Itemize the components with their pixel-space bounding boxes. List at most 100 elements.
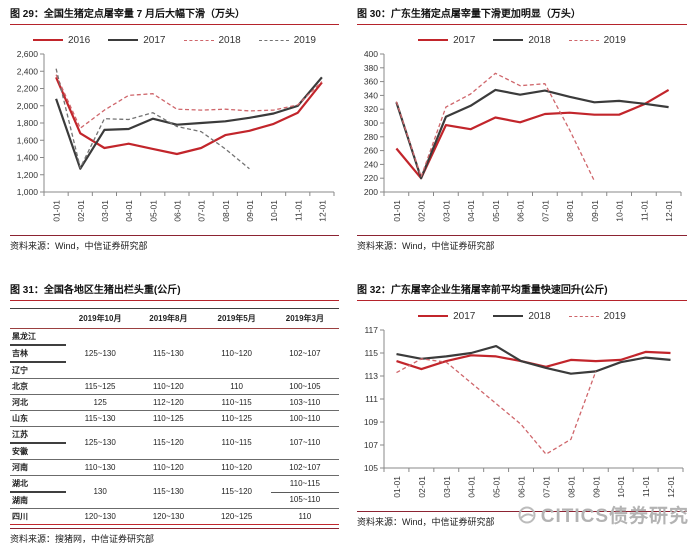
solid-line-sample-icon: [108, 39, 139, 41]
y-tick-label: 117: [364, 326, 378, 335]
y-tick-label: 360: [364, 77, 378, 87]
province-cell: 湖北: [10, 475, 66, 493]
legend-item-2016: 2016: [33, 35, 90, 46]
solid-line-sample-icon: [493, 39, 524, 41]
value-cell: 115~125: [66, 378, 135, 395]
solid-line-sample-icon: [493, 315, 524, 317]
province-cell: 湖南: [10, 492, 66, 509]
corner-cell: [10, 308, 66, 329]
x-tick-label: 11-01: [639, 200, 649, 221]
y-tick-label: 320: [364, 104, 378, 114]
y-tick-label: 1,600: [17, 135, 39, 145]
value-cell: 110~120: [202, 328, 271, 379]
table-row: 吉林: [10, 345, 339, 363]
y-tick-label: 220: [364, 173, 378, 183]
figure-31-panel: 图 31：全国各地区生猪出栏头重(公斤) 2019年10月 2019年8月 20…: [0, 268, 347, 544]
x-tick-label: 05-01: [492, 476, 502, 498]
col-header: 2019年5月: [202, 308, 271, 329]
x-tick-label: 12-01: [666, 476, 676, 498]
value-cell: 125: [66, 394, 135, 411]
value-cell: 100~105: [270, 378, 339, 395]
value-cell: 103~110: [270, 394, 339, 411]
x-tick-label: 06-01: [517, 476, 527, 498]
x-tick-label: 02-01: [417, 476, 427, 498]
y-tick-label: 109: [364, 417, 378, 427]
figure-29-title: 图 29：全国生猪定点屠宰量 7 月后大幅下滑（万头）: [10, 8, 339, 25]
figure-30-title: 图 30：广东生猪定点屠宰量下滑更加明显（万头）: [357, 8, 687, 25]
x-tick-label: 06-01: [172, 200, 182, 222]
province-cell: 四川: [10, 508, 66, 525]
value-cell: 100~110: [270, 410, 339, 427]
series-line-2017: [55, 76, 323, 170]
y-tick-label: 1,200: [17, 170, 39, 180]
value-cell: 110~125: [202, 410, 271, 427]
value-cell: 120~130: [66, 508, 135, 525]
table-row: 北京 115~125 110~120 110 100~105: [10, 378, 339, 395]
value-cell: 110~115: [202, 394, 271, 411]
value-cell: 110~115: [270, 475, 339, 493]
x-tick-label: 01-01: [392, 476, 402, 498]
y-tick-label: 107: [364, 440, 378, 450]
value-cell: 110~120: [134, 378, 203, 395]
figure-32-panel: 图 32：广东屠宰企业生猪屠宰前平均重量快速回升(公斤) 2017 2018 201…: [347, 268, 695, 544]
solid-line-sample-icon: [33, 39, 63, 41]
legend-item-2019: 2019: [568, 34, 626, 46]
x-tick-label: 09-01: [590, 200, 600, 222]
x-tick-label: 06-01: [516, 200, 526, 222]
y-tick-label: 113: [364, 371, 378, 381]
legend-label: 2019: [603, 310, 626, 322]
series-line-2019: [55, 68, 250, 170]
x-tick-label: 08-01: [565, 200, 575, 222]
province-cell: 山东: [10, 410, 66, 427]
line-chart-guangdong-avg-weight: 105 107 109 111 113 115 117 01-01 02-01 03-01 04-0…: [364, 326, 684, 498]
x-tick-label: 08-01: [566, 476, 576, 498]
col-header: 2019年3月: [270, 308, 339, 329]
province-cell: 河北: [10, 394, 66, 411]
y-tick-label: 1,000: [17, 187, 39, 197]
figure-32-source: 资料来源：Wind，中信证券研究部: [357, 511, 687, 528]
value-cell: 110~130: [66, 459, 135, 476]
value-cell: 130: [66, 475, 135, 509]
y-tick-label: 240: [364, 159, 378, 169]
province-cell: 吉林: [10, 345, 66, 363]
x-tick-label: 10-01: [269, 200, 279, 222]
table-row: 辽宁: [10, 362, 339, 379]
table-row: 四川 120~130 120~130 120~125 110: [10, 508, 339, 525]
value-cell: 105~110: [270, 492, 339, 509]
figure-30-legend: 2017 2018 2019: [357, 32, 687, 48]
legend-item-2017: 2017: [418, 35, 475, 46]
y-tick-label: 2,000: [17, 101, 39, 111]
y-tick-label: 380: [364, 63, 378, 73]
table-row: 湖南 105~110: [10, 492, 339, 509]
province-cell: 黑龙江: [10, 328, 66, 346]
value-cell: 107~110: [270, 426, 339, 460]
table-row: 河北 125 112~120 110~115 103~110: [10, 394, 339, 411]
x-tick-label: 02-01: [417, 200, 427, 222]
legend-item-2018: 2018: [493, 35, 551, 46]
value-cell: 102~107: [270, 328, 339, 379]
y-tick-label: 2,200: [17, 84, 39, 94]
value-cell: 120~130: [134, 508, 203, 525]
x-tick-label: 11-01: [641, 476, 651, 497]
legend-label: 2016: [68, 34, 91, 46]
dashed-line-sample-icon: [568, 39, 599, 41]
table-header-row: 2019年10月 2019年8月 2019年5月 2019年3月: [10, 308, 339, 329]
x-tick-label: 07-01: [197, 200, 207, 222]
legend-label: 2017: [453, 310, 476, 322]
y-tick-label: 400: [364, 50, 378, 59]
x-tick-label: 07-01: [540, 200, 550, 222]
x-tick-label: 12-01: [317, 200, 327, 222]
province-cell: 辽宁: [10, 362, 66, 379]
value-cell: 102~107: [270, 459, 339, 476]
legend-label: 2017: [143, 34, 166, 46]
x-tick-label: 04-01: [124, 200, 134, 222]
x-tick-label: 03-01: [441, 200, 451, 222]
legend-label: 2019: [603, 34, 626, 46]
y-tick-label: 260: [364, 146, 378, 156]
legend-item-2018: 2018: [183, 35, 241, 46]
table-row: 黑龙江 125~130 115~130 110~120 102~107: [10, 328, 339, 379]
legend-label: 2019: [293, 34, 316, 46]
table-row: 江苏 125~130 115~120 110~115 107~110: [10, 426, 339, 460]
value-cell: 110~120: [134, 459, 203, 476]
